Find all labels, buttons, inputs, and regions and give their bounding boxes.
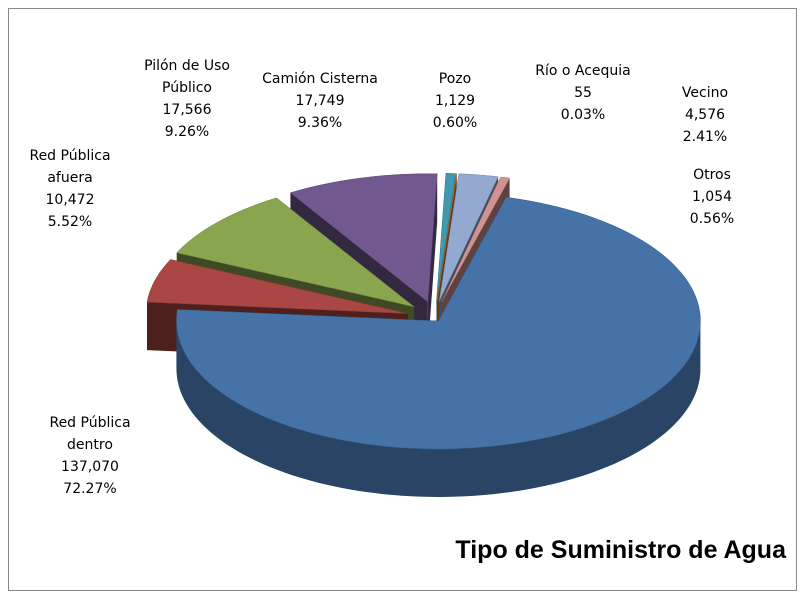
slice-top xyxy=(289,173,438,303)
data-label: Pozo 1,129 0.60% xyxy=(420,68,490,134)
slice-top xyxy=(176,197,701,450)
category-label: Otros xyxy=(693,167,731,183)
category-label: Red Pública dentro xyxy=(49,415,131,453)
value-label: 1,054 xyxy=(691,189,733,205)
value-label: 17,749 xyxy=(295,93,345,109)
slice-top xyxy=(436,173,456,302)
value-label: 4,576 xyxy=(684,107,726,123)
value-label: 9.36% xyxy=(297,115,343,131)
value-label: 2.41% xyxy=(682,129,728,145)
value-label: 137,070 xyxy=(61,459,119,475)
slice-top xyxy=(436,173,458,302)
slice xyxy=(176,197,701,497)
slice-side xyxy=(176,321,701,497)
value-label: 55 xyxy=(574,85,592,101)
value-label: 0.03% xyxy=(560,107,606,123)
value-label: 0.60% xyxy=(432,115,478,131)
value-label: 1,129 xyxy=(434,93,476,109)
value-label: 5.52% xyxy=(47,214,93,230)
data-label: Pilón de Uso Público 17,566 9.26% xyxy=(137,55,237,143)
value-label: 0.56% xyxy=(689,211,735,227)
data-label: Río o Acequia 55 0.03% xyxy=(518,60,648,126)
value-label: 72.27% xyxy=(63,481,117,497)
category-label: Pilón de Uso Público xyxy=(144,58,230,96)
category-label: Vecino xyxy=(681,85,729,101)
slice-top xyxy=(441,176,510,302)
category-label: Río o Acequia xyxy=(535,63,631,79)
chart-title: Tipo de Suministro de Agua xyxy=(455,536,786,564)
slice-top xyxy=(438,173,499,302)
value-label: 9.26% xyxy=(164,124,210,140)
slice-top xyxy=(146,259,409,314)
data-label: Camión Cisterna 17,749 9.36% xyxy=(245,68,395,134)
category-label: Camión Cisterna xyxy=(262,71,378,87)
slice-top xyxy=(176,197,415,308)
category-label: Red Pública afuera xyxy=(29,148,111,186)
data-label: Vecino 4,576 2.41% xyxy=(665,82,745,148)
data-label: Red Pública afuera 10,472 5.52% xyxy=(20,145,120,233)
slice-wall xyxy=(427,173,438,350)
chart-frame xyxy=(8,8,797,591)
data-label: Red Pública dentro 137,070 72.27% xyxy=(45,412,135,500)
data-label: Otros 1,054 0.56% xyxy=(672,164,752,230)
value-label: 17,566 xyxy=(162,102,212,118)
value-label: 10,472 xyxy=(45,192,95,208)
category-label: Pozo xyxy=(438,71,472,87)
